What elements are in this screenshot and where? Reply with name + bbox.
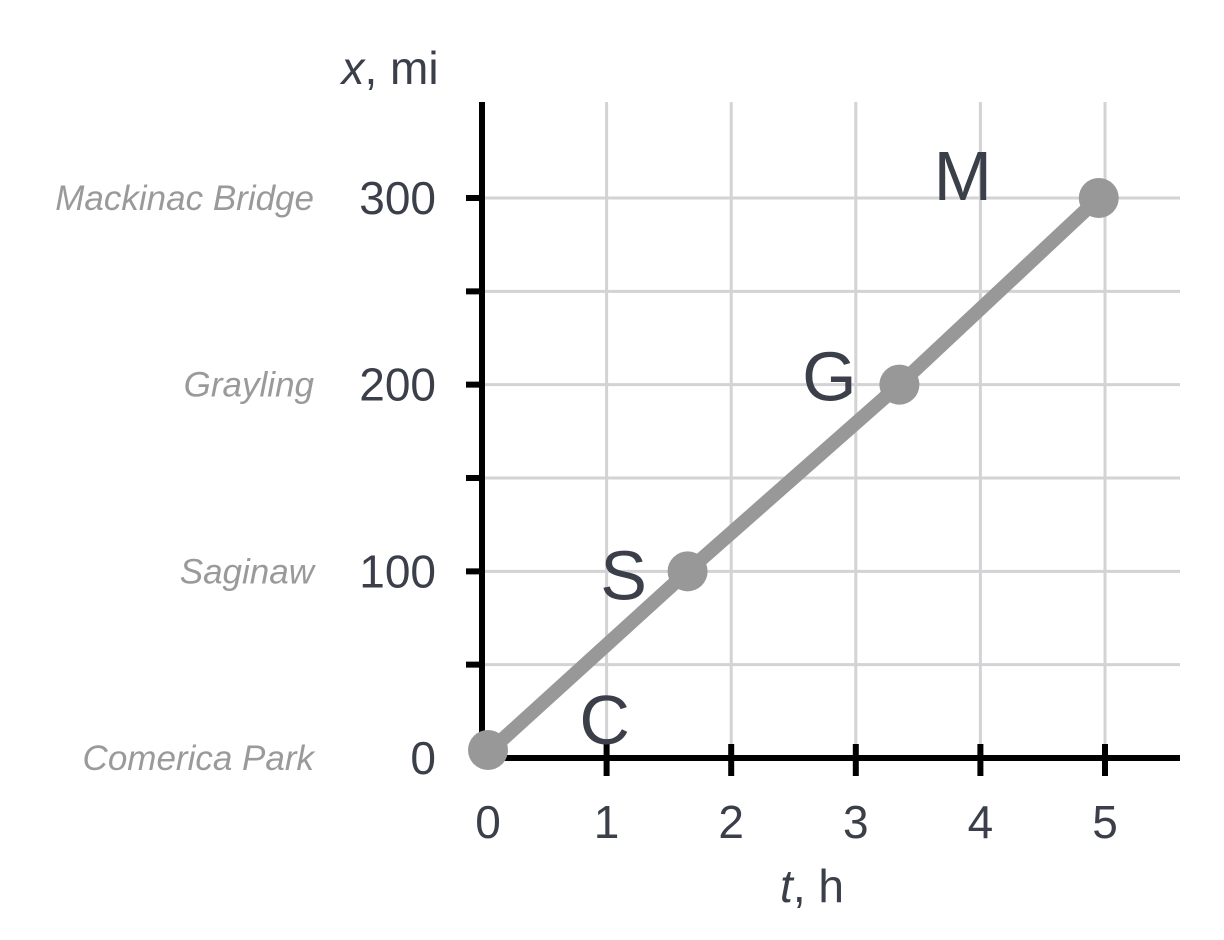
data-point-1: [667, 551, 708, 592]
x-tick-label-5: 5: [1092, 796, 1118, 848]
y-tick-label-200: 200: [359, 359, 436, 411]
point-labels: CS G M: [579, 137, 992, 759]
grid-lines: [482, 102, 1180, 758]
x-tick-label-3: 3: [843, 796, 869, 848]
x-tick-label-0: 0: [475, 796, 501, 848]
series-line-0: [475, 190, 1106, 765]
x-tick-label-1: 1: [594, 796, 620, 848]
y-tick-label-100: 100: [359, 545, 436, 597]
y-tick-label-0: 0: [410, 732, 436, 784]
place-label-mackinac-bridge: Mackinac Bridge: [55, 179, 314, 218]
point-label-g: G: [802, 338, 856, 416]
data-point-3: [1078, 177, 1119, 218]
y-tick-label-300: 300: [359, 172, 436, 224]
x-axis-title: t, h: [780, 860, 844, 912]
place-label-saginaw: Saginaw: [180, 552, 317, 591]
place-labels: Comerica Park Saginaw Grayling Mackinac Bri…: [55, 179, 316, 778]
axes: [479, 102, 1180, 761]
point-label-c: C: [579, 681, 630, 759]
tick-labels: 0 1 2 3 4 5 0 100 200 300: [359, 172, 1118, 848]
point-label-m: M: [934, 137, 992, 215]
x-tick-label-2: 2: [718, 796, 744, 848]
place-label-comerica-park: Comerica Park: [83, 739, 316, 778]
place-label-grayling: Grayling: [184, 366, 315, 405]
data-series: [468, 177, 1119, 770]
data-point-0: [468, 730, 508, 770]
point-label-s: S: [600, 536, 647, 614]
axis-ticks: [466, 194, 1108, 776]
y-axis-title: x, mi: [339, 42, 438, 94]
data-point-2: [879, 364, 920, 405]
x-tick-label-4: 4: [968, 796, 994, 848]
